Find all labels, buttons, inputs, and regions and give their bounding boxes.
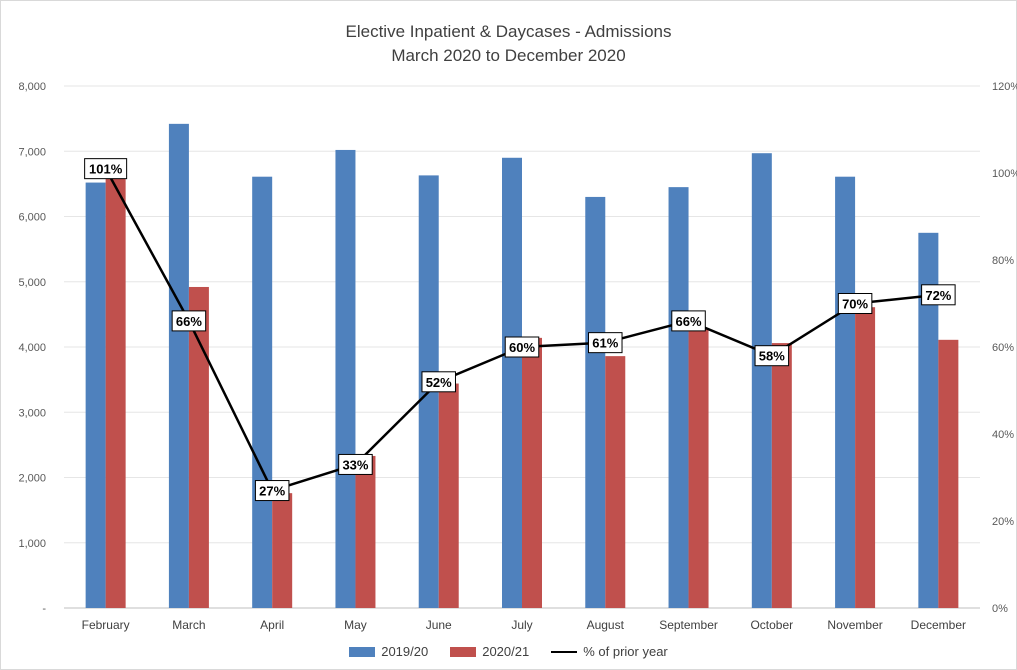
x-category-label: November bbox=[827, 618, 882, 632]
bar-2020-21 bbox=[438, 383, 459, 608]
x-category-label: December bbox=[911, 618, 966, 632]
y-right-tick-label: 0% bbox=[992, 603, 1008, 615]
bar-2020-21 bbox=[105, 176, 126, 609]
y-left-tick-label: 4,000 bbox=[18, 342, 46, 354]
y-left-tick-label: 1,000 bbox=[18, 538, 46, 550]
bar-2020-21 bbox=[771, 343, 792, 608]
bar-2019-20 bbox=[335, 149, 356, 608]
data-label: 72% bbox=[925, 288, 951, 303]
y-left-tick-label: - bbox=[42, 603, 46, 615]
bar-2020-21 bbox=[855, 307, 876, 608]
bar-2019-20 bbox=[168, 123, 189, 608]
legend: 2019/20 2020/21 % of prior year bbox=[0, 644, 1017, 659]
bar-2019-20 bbox=[835, 176, 856, 608]
bar-2019-20 bbox=[918, 232, 939, 608]
legend-label-2020-21: 2020/21 bbox=[482, 644, 530, 659]
y-left-tick-label: 2,000 bbox=[18, 473, 46, 485]
data-label-box bbox=[84, 158, 128, 180]
bar-2020-21 bbox=[605, 356, 626, 608]
data-label: 52% bbox=[426, 375, 452, 390]
bar-2019-20 bbox=[85, 182, 106, 608]
y-right-tick-label: 40% bbox=[992, 429, 1014, 441]
legend-item-2020-21: 2020/21 bbox=[450, 644, 529, 659]
bar-2019-20 bbox=[668, 187, 689, 608]
data-label: 61% bbox=[592, 336, 618, 351]
data-label-box bbox=[338, 453, 373, 475]
bar-2020-21 bbox=[188, 286, 209, 608]
x-category-label: April bbox=[260, 618, 284, 632]
data-label: 101% bbox=[89, 162, 123, 177]
x-category-label: July bbox=[511, 618, 532, 632]
data-label-box bbox=[837, 293, 873, 314]
data-label-box bbox=[671, 310, 706, 332]
bar-2020-21 bbox=[272, 493, 293, 608]
data-label-box bbox=[171, 310, 207, 332]
x-category-label: September bbox=[659, 618, 718, 632]
bar-2019-20 bbox=[502, 157, 522, 608]
legend-item-2019-20: 2019/20 bbox=[349, 644, 428, 659]
y-right-tick-label: 80% bbox=[992, 255, 1014, 267]
legend-label-pct-prior-year: % of prior year bbox=[583, 644, 668, 659]
legend-item-pct-prior-year: % of prior year bbox=[551, 644, 668, 659]
x-category-label: March bbox=[172, 618, 205, 632]
legend-swatch-pct-prior-year bbox=[551, 650, 578, 653]
data-label-box bbox=[921, 284, 956, 306]
y-left-tick-label: 3,000 bbox=[18, 407, 46, 419]
data-label-box bbox=[504, 336, 540, 358]
chart-plot: - 1,000 2,000 3,000 4,000 5,000 6,000 7,000 8,00… bbox=[18, 81, 1017, 632]
x-category-label: October bbox=[750, 618, 793, 632]
y-right-tick-label: 120% bbox=[992, 81, 1017, 93]
data-label: 27% bbox=[259, 484, 285, 499]
bar-2020-21 bbox=[522, 337, 542, 608]
legend-label-2019-20: 2019/20 bbox=[381, 644, 429, 659]
x-category-label: February bbox=[82, 618, 130, 632]
x-category-label: August bbox=[587, 618, 625, 632]
x-category-label: May bbox=[344, 618, 367, 632]
bar-2020-21 bbox=[688, 328, 709, 608]
legend-swatch-2019-20 bbox=[349, 646, 376, 657]
data-label: 58% bbox=[759, 349, 785, 364]
chart-title: Elective Inpatient & Daycases - Admissio… bbox=[345, 22, 672, 41]
data-label-box bbox=[588, 332, 623, 354]
data-label: 66% bbox=[176, 314, 202, 329]
data-label-box bbox=[421, 371, 456, 393]
data-label: 33% bbox=[342, 457, 368, 472]
bar-2020-21 bbox=[938, 339, 959, 608]
y-left-tick-label: 6,000 bbox=[18, 212, 46, 224]
data-label: 60% bbox=[509, 340, 535, 355]
bar-2019-20 bbox=[585, 196, 606, 609]
chart-subtitle: March 2020 to December 2020 bbox=[391, 46, 626, 65]
data-label: 70% bbox=[842, 297, 868, 312]
data-label-box bbox=[254, 480, 290, 502]
bar-2019-20 bbox=[252, 176, 273, 608]
legend-swatch-2020-21 bbox=[450, 646, 477, 657]
y-right-tick-label: 20% bbox=[992, 516, 1014, 528]
bar-2019-20 bbox=[751, 153, 772, 608]
x-category-label: June bbox=[426, 618, 452, 632]
y-left-tick-label: 7,000 bbox=[18, 146, 46, 158]
y-left-tick-label: 8,000 bbox=[18, 81, 46, 93]
y-right-tick-label: 100% bbox=[992, 168, 1017, 180]
y-right-tick-label: 60% bbox=[992, 342, 1014, 354]
y-left-tick-label: 5,000 bbox=[18, 277, 46, 289]
data-label: 66% bbox=[676, 314, 702, 329]
data-label-box bbox=[754, 345, 790, 367]
bar-2020-21 bbox=[355, 455, 376, 608]
